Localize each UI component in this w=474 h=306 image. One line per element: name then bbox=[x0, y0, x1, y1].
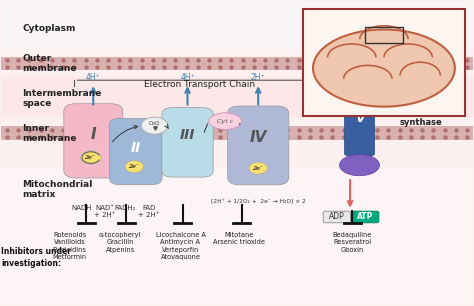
FancyArrowPatch shape bbox=[112, 125, 137, 142]
Text: Outer
membrane: Outer membrane bbox=[23, 54, 77, 73]
Text: I: I bbox=[91, 127, 96, 142]
Text: 4H⁺: 4H⁺ bbox=[86, 73, 100, 82]
Text: Mitotane
Arsenic trioxide: Mitotane Arsenic trioxide bbox=[213, 232, 265, 245]
Text: [2H⁺ + 1/2O₂ +  2e⁻ → H₂O] × 2: [2H⁺ + 1/2O₂ + 2e⁻ → H₂O] × 2 bbox=[211, 199, 306, 203]
FancyBboxPatch shape bbox=[323, 211, 351, 223]
Text: III: III bbox=[180, 128, 195, 142]
FancyBboxPatch shape bbox=[1, 126, 473, 133]
FancyBboxPatch shape bbox=[352, 211, 379, 223]
FancyBboxPatch shape bbox=[64, 104, 123, 178]
Circle shape bbox=[81, 151, 101, 164]
Circle shape bbox=[141, 117, 168, 134]
Text: IV: IV bbox=[249, 130, 267, 145]
Ellipse shape bbox=[209, 113, 242, 129]
Text: 4H⁺: 4H⁺ bbox=[180, 73, 195, 82]
FancyBboxPatch shape bbox=[228, 106, 289, 185]
Text: 2e⁻: 2e⁻ bbox=[85, 155, 97, 160]
Text: 2H⁺: 2H⁺ bbox=[251, 73, 265, 82]
Text: II: II bbox=[130, 141, 141, 155]
FancyArrowPatch shape bbox=[165, 124, 168, 129]
FancyBboxPatch shape bbox=[1, 64, 473, 70]
Text: FAD
+ 2H⁺: FAD + 2H⁺ bbox=[138, 204, 160, 218]
FancyBboxPatch shape bbox=[162, 108, 213, 177]
Text: NAD⁺
+ 2H⁺: NAD⁺ + 2H⁺ bbox=[94, 204, 116, 218]
Text: FADH₂: FADH₂ bbox=[115, 204, 136, 211]
Text: Intermembrane
space: Intermembrane space bbox=[23, 89, 102, 108]
FancyBboxPatch shape bbox=[345, 102, 374, 156]
Text: Licochalcone A
Antimycin A
Verteporfin
Atovaquone: Licochalcone A Antimycin A Verteporfin A… bbox=[155, 232, 205, 260]
FancyBboxPatch shape bbox=[1, 57, 473, 64]
Text: Cyt c: Cyt c bbox=[217, 119, 233, 124]
Text: ATP: ATP bbox=[357, 212, 374, 222]
FancyBboxPatch shape bbox=[1, 133, 473, 140]
Text: ADP: ADP bbox=[329, 212, 345, 222]
Text: Inner
membrane: Inner membrane bbox=[23, 124, 77, 143]
Text: Rotenoids
Vanilloids
Piericidins
Metformin: Rotenoids Vanilloids Piericidins Metform… bbox=[53, 232, 87, 260]
Text: Electron Transport Chain: Electron Transport Chain bbox=[144, 80, 255, 89]
Text: 2e⁻: 2e⁻ bbox=[129, 164, 140, 169]
Text: Bedaquiline
Resveratrol
Gboxin: Bedaquiline Resveratrol Gboxin bbox=[333, 232, 372, 253]
FancyBboxPatch shape bbox=[1, 2, 473, 50]
Circle shape bbox=[249, 162, 268, 174]
Ellipse shape bbox=[339, 155, 380, 176]
Text: α-tocopheryl
Gracillin
Atpenins: α-tocopheryl Gracillin Atpenins bbox=[99, 232, 141, 253]
Ellipse shape bbox=[313, 29, 455, 107]
FancyBboxPatch shape bbox=[1, 77, 473, 117]
FancyBboxPatch shape bbox=[109, 118, 162, 185]
Text: nH⁺: nH⁺ bbox=[352, 73, 367, 82]
Text: Mitochondrial
matrix: Mitochondrial matrix bbox=[23, 180, 93, 199]
Text: Cytoplasm: Cytoplasm bbox=[23, 24, 76, 33]
Text: CoQ: CoQ bbox=[149, 121, 160, 126]
Text: NADH: NADH bbox=[71, 204, 92, 211]
Text: V: V bbox=[355, 112, 365, 125]
Text: ATP
synthase: ATP synthase bbox=[400, 106, 442, 127]
Text: 2e⁻: 2e⁻ bbox=[253, 166, 264, 171]
Circle shape bbox=[125, 161, 144, 173]
Text: Inhibitors under
investigation:: Inhibitors under investigation: bbox=[1, 247, 72, 268]
FancyBboxPatch shape bbox=[1, 168, 473, 304]
